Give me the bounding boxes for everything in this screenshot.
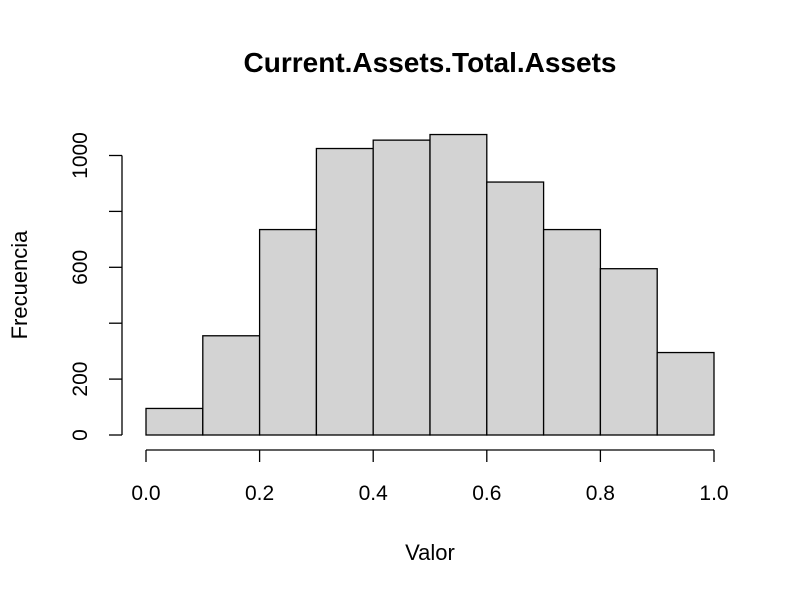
histogram-bar [599, 268, 658, 436]
y-tick-label: 600 [69, 250, 92, 285]
x-tick-label: 0.6 [472, 482, 501, 505]
histogram-bar [258, 228, 318, 436]
histogram-bar [315, 147, 374, 436]
y-axis-label: Frecuencia [7, 230, 32, 340]
x-tick-label: 0.2 [245, 482, 274, 505]
histogram-bar [372, 139, 431, 436]
histogram-bar [486, 181, 545, 436]
histogram-bar [202, 335, 261, 436]
y-tick-label: 0 [69, 429, 92, 441]
y-axis: 0 200 600 1000 [69, 132, 123, 441]
x-tick-label: 0.8 [586, 482, 615, 505]
histogram-bar [656, 351, 715, 436]
x-tick-label: 0.4 [359, 482, 389, 505]
histogram-bar [145, 407, 204, 436]
x-tick-label: 0.0 [131, 482, 160, 505]
chart-title: Current.Assets.Total.Assets [244, 47, 617, 78]
y-tick-label: 1000 [69, 132, 92, 179]
x-axis: 0.0 0.2 0.4 0.6 0.8 1.0 [131, 449, 729, 505]
histogram-bar [542, 228, 602, 436]
x-axis-label: Valor [405, 540, 455, 565]
histogram-bar [429, 133, 488, 436]
bars-group [145, 133, 715, 436]
x-tick-label: 1.0 [699, 482, 728, 505]
y-tick-label: 200 [69, 362, 92, 397]
